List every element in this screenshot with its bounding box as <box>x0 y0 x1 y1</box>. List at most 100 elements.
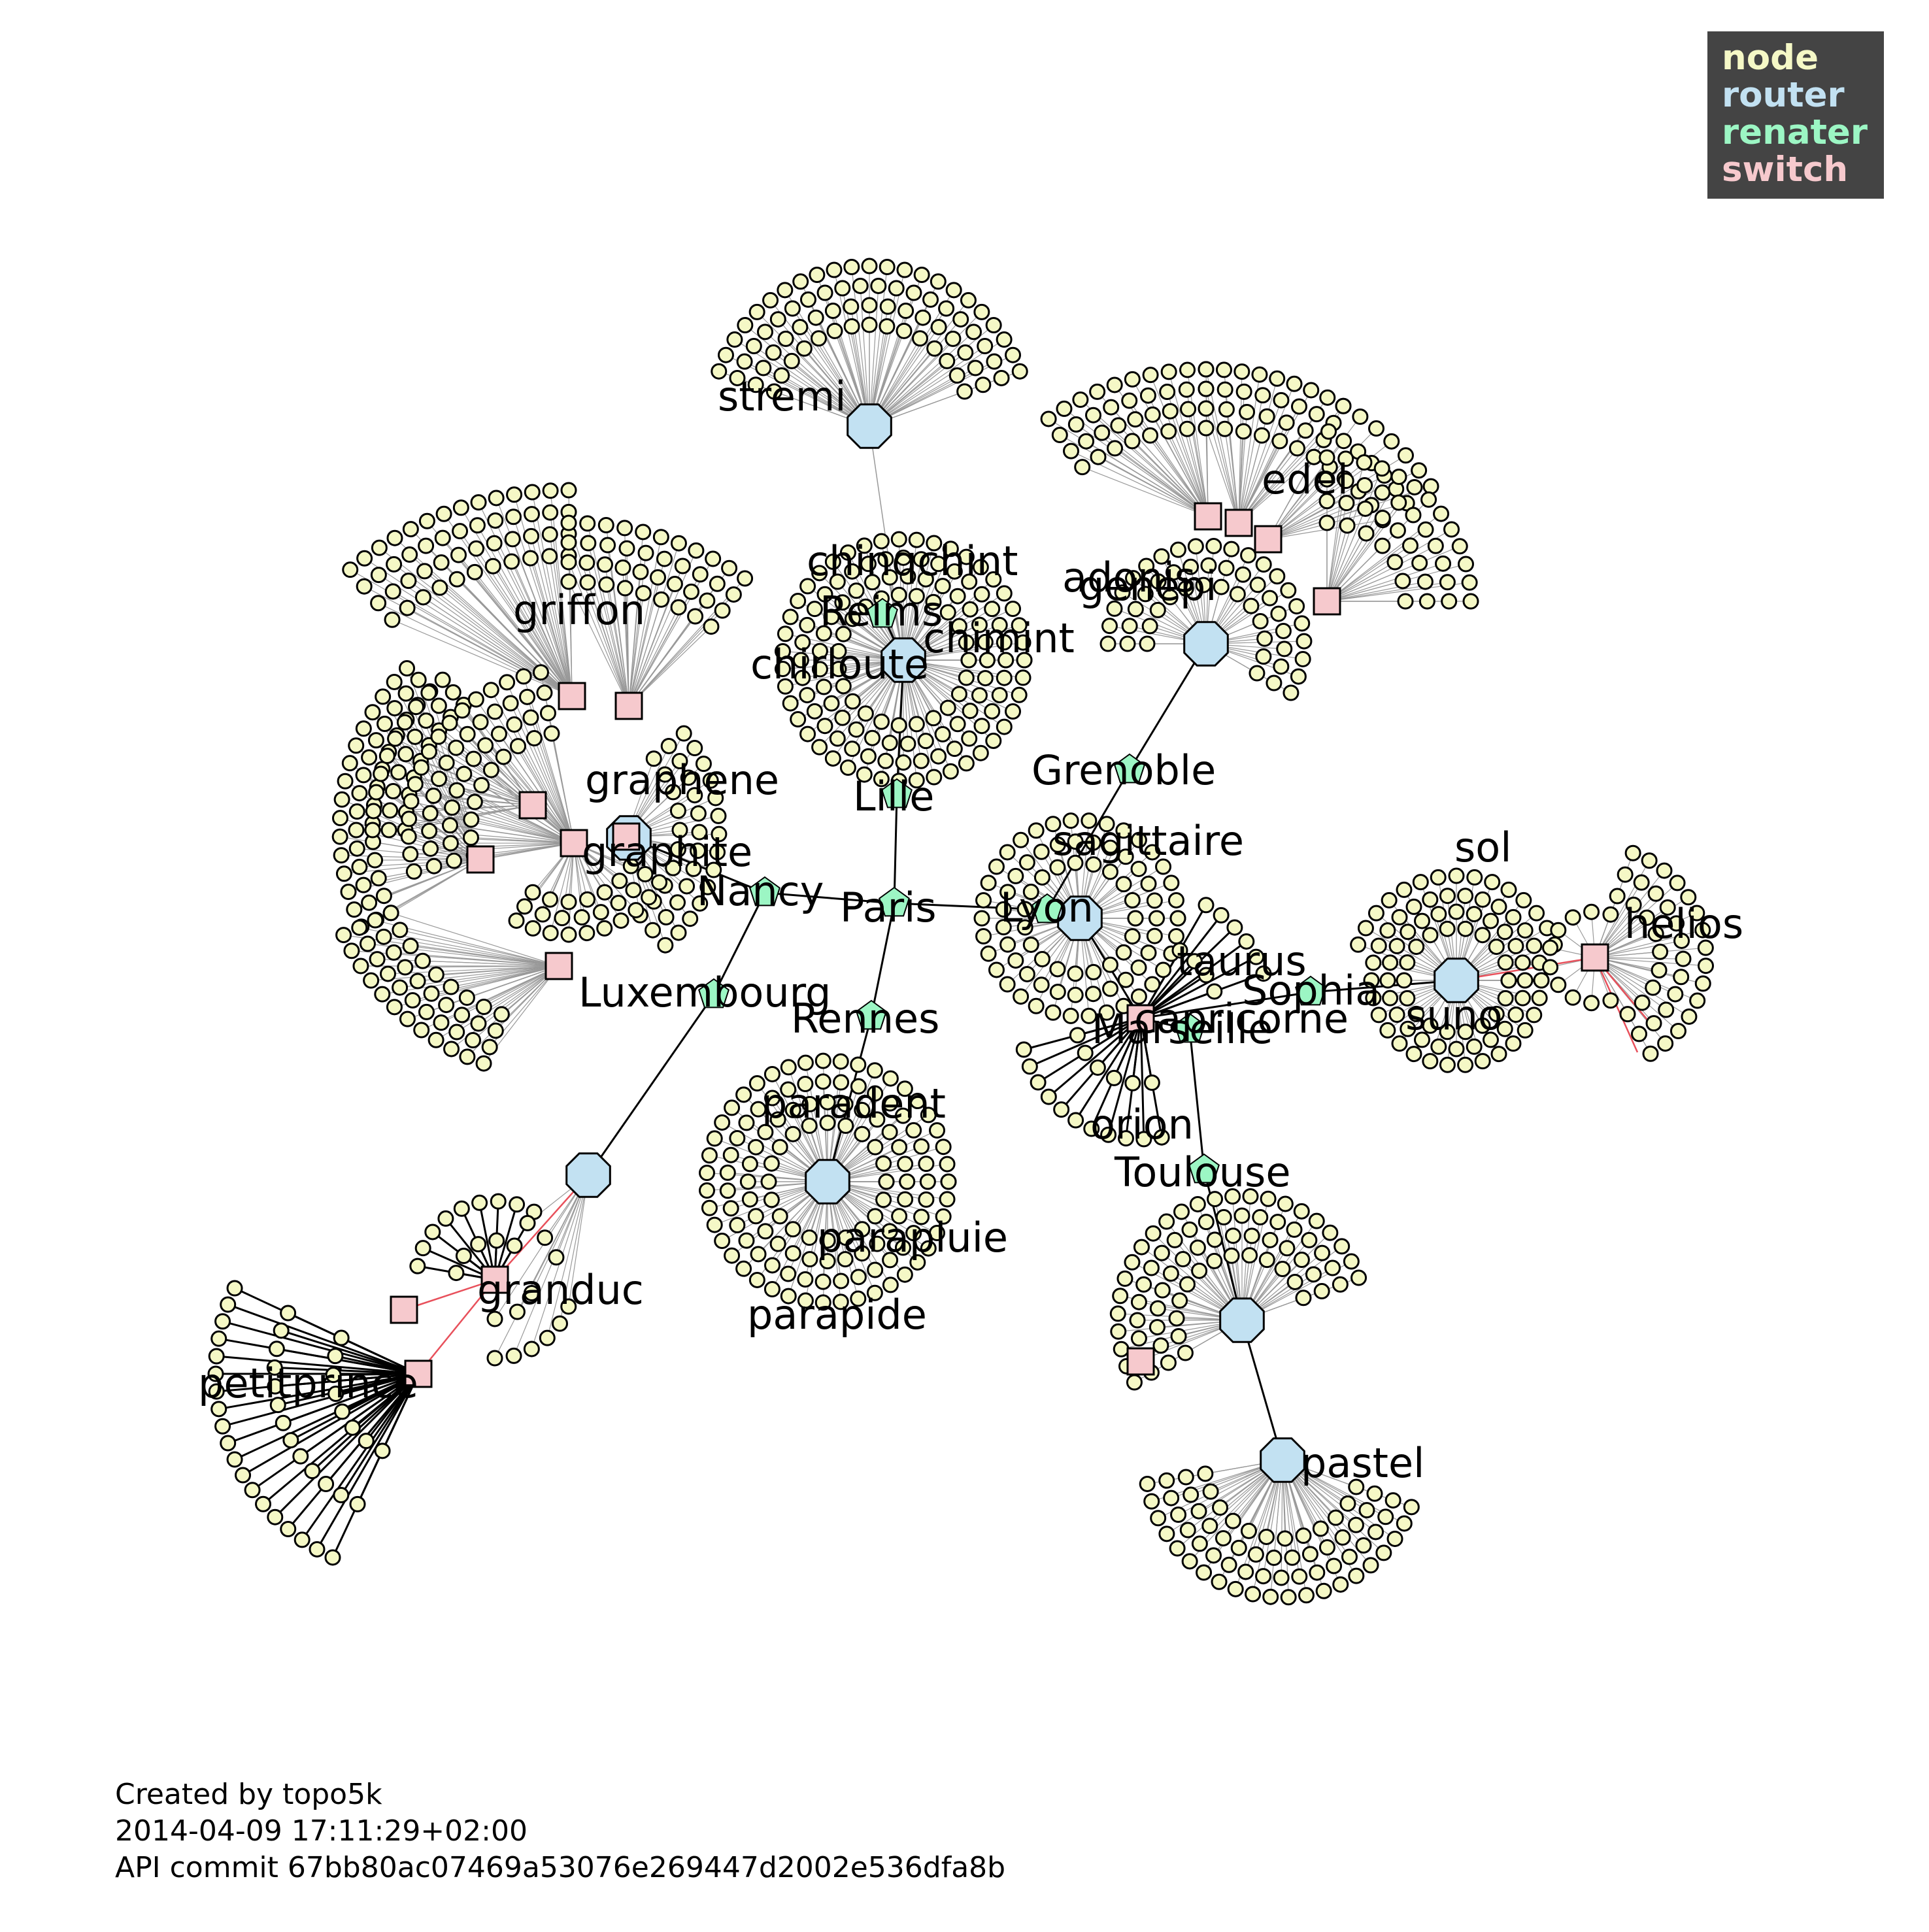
compute-node <box>1007 867 1024 884</box>
compute-node <box>1125 570 1142 587</box>
compute-node <box>407 728 424 745</box>
compute-node <box>757 1124 774 1141</box>
compute-node <box>777 330 794 347</box>
compute-node <box>1374 510 1391 527</box>
compute-node <box>833 1273 850 1290</box>
compute-node <box>816 718 833 735</box>
compute-node <box>682 910 699 927</box>
compute-node <box>422 841 439 858</box>
compute-node <box>1098 816 1115 833</box>
compute-node <box>1382 954 1399 971</box>
compute-node <box>784 1221 801 1238</box>
compute-node <box>275 1414 292 1431</box>
leaf-edge <box>494 711 575 844</box>
compute-node <box>724 1247 741 1264</box>
compute-node <box>930 273 947 290</box>
compute-node <box>1170 1507 1187 1524</box>
compute-node <box>1298 1587 1315 1604</box>
compute-node <box>355 720 372 737</box>
compute-node <box>1216 420 1233 437</box>
compute-node <box>523 1341 540 1357</box>
compute-node <box>939 604 956 621</box>
compute-node <box>1370 1007 1387 1024</box>
compute-node <box>1411 462 1428 479</box>
leaf-edge <box>587 523 629 707</box>
compute-node <box>560 554 577 571</box>
router-toulouse <box>1219 1297 1265 1343</box>
compute-node <box>1074 459 1091 476</box>
compute-node <box>1124 1074 1141 1091</box>
compute-node <box>1084 834 1101 851</box>
compute-node <box>599 537 616 554</box>
compute-node <box>1680 889 1697 906</box>
compute-node <box>516 898 533 915</box>
compute-node <box>854 1101 871 1118</box>
compute-node <box>470 494 487 511</box>
compute-node <box>1496 1020 1513 1037</box>
compute-node <box>763 1065 780 1082</box>
compute-node <box>1262 1588 1279 1605</box>
compute-node <box>1072 391 1089 408</box>
switch <box>1254 525 1283 554</box>
compute-node <box>1229 586 1246 603</box>
label-stremi: stremi <box>718 373 847 420</box>
compute-node <box>337 773 354 790</box>
compute-node <box>692 566 709 583</box>
compute-node <box>385 944 402 961</box>
compute-node <box>1022 884 1039 901</box>
compute-node <box>1497 990 1514 1007</box>
compute-node <box>763 1155 780 1172</box>
compute-node <box>635 585 652 602</box>
compute-node <box>794 634 811 651</box>
compute-node <box>1135 1131 1152 1148</box>
compute-node <box>450 546 467 563</box>
leaf-edge <box>765 331 870 427</box>
compute-node <box>333 1329 350 1346</box>
leaf-edge <box>628 550 697 707</box>
compute-node <box>1484 874 1501 891</box>
compute-node <box>867 1085 884 1102</box>
compute-node <box>1397 593 1414 610</box>
compute-node <box>220 1296 237 1313</box>
compute-node <box>1173 1203 1190 1220</box>
compute-node <box>431 771 448 788</box>
compute-node <box>972 559 989 576</box>
compute-node <box>899 1173 916 1190</box>
compute-node <box>1430 869 1447 886</box>
compute-node <box>1514 990 1531 1007</box>
compute-node <box>897 303 914 320</box>
compute-node <box>452 499 469 516</box>
compute-node <box>1119 635 1136 652</box>
compute-node <box>750 1246 767 1263</box>
leaf-edge <box>478 502 573 697</box>
compute-node <box>425 788 442 805</box>
compute-node <box>1028 997 1045 1014</box>
compute-node <box>1166 1231 1183 1248</box>
compute-node <box>1220 1556 1237 1573</box>
compute-node <box>1149 910 1165 927</box>
compute-node <box>386 700 403 717</box>
compute-node <box>373 765 390 782</box>
compute-node <box>792 318 809 335</box>
compute-node <box>917 733 934 750</box>
compute-node <box>433 554 450 571</box>
compute-node <box>560 926 577 943</box>
compute-node <box>996 669 1013 686</box>
compute-node <box>1633 874 1650 891</box>
compute-node <box>1100 1126 1117 1143</box>
compute-node <box>637 544 654 561</box>
compute-node <box>1011 617 1028 634</box>
compute-node <box>487 1022 504 1039</box>
compute-node <box>349 1495 366 1512</box>
compute-node <box>348 737 365 754</box>
compute-node <box>1308 406 1325 423</box>
compute-node <box>1490 898 1507 915</box>
compute-node <box>792 273 809 290</box>
legend-item-switch: switch <box>1722 150 1849 190</box>
compute-node <box>867 1261 884 1278</box>
compute-node <box>934 578 951 595</box>
compute-node <box>811 661 828 678</box>
compute-node <box>1357 920 1374 937</box>
compute-node <box>334 1403 351 1420</box>
compute-node <box>917 571 934 588</box>
